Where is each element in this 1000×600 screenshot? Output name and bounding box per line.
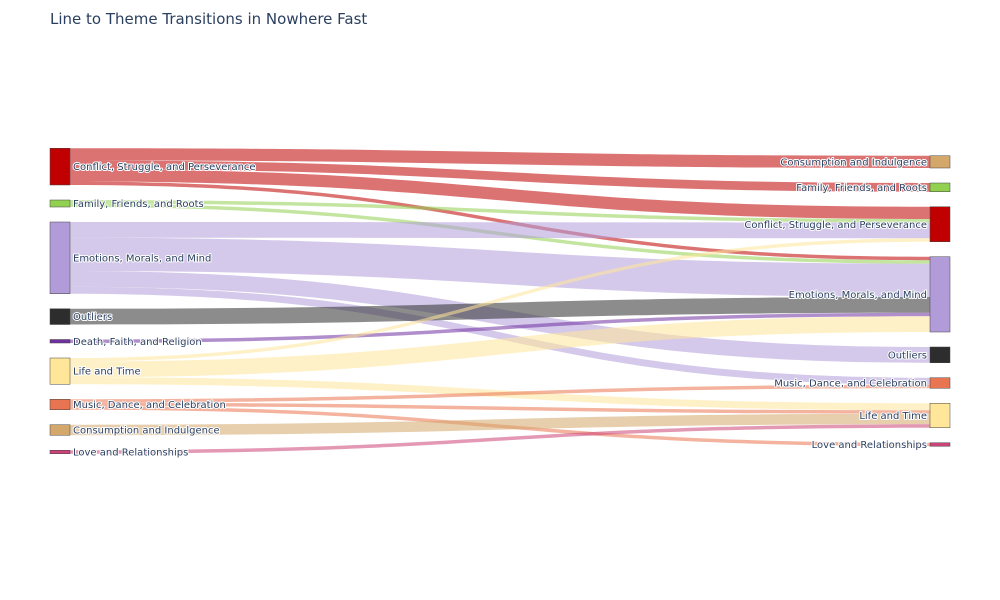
sankey-link[interactable] (70, 413, 930, 436)
source-node[interactable] (49, 357, 71, 385)
target-node-label: Conflict, Struggle, and Perseverance (744, 220, 927, 231)
target-node-label: Love and Relationships (812, 440, 927, 451)
sankey-link[interactable] (70, 200, 930, 223)
target-node[interactable] (929, 377, 951, 389)
source-node-label: Emotions, Morals, and Mind (73, 253, 211, 264)
source-node[interactable] (49, 148, 71, 186)
target-node-label: Consumption and Indulgence (780, 157, 927, 168)
sankey-link[interactable] (70, 384, 930, 403)
source-node-label: Conflict, Struggle, and Perseverance (73, 162, 256, 173)
source-node-label: Outliers (73, 312, 112, 323)
source-node[interactable] (49, 199, 71, 208)
source-node-label: Family, Friends, and Roots (73, 199, 204, 210)
target-node[interactable] (929, 206, 951, 242)
sankey-link[interactable] (70, 286, 930, 385)
sankey-nodes (49, 148, 951, 454)
chart-title: Line to Theme Transitions in Nowhere Fas… (50, 10, 368, 28)
sankey-link[interactable] (70, 148, 930, 168)
target-node[interactable] (929, 155, 951, 169)
sankey-link[interactable] (70, 237, 930, 297)
source-node-label: Death, Faith, and Religion (73, 337, 202, 348)
sankey-link[interactable] (70, 160, 930, 192)
target-node[interactable] (929, 442, 951, 447)
target-node[interactable] (929, 182, 951, 192)
target-node-label: Music, Dance, and Celebration (774, 379, 927, 390)
sankey-link[interactable] (70, 181, 930, 261)
sankey-labels: Conflict, Struggle, and Perseverance Fami… (72, 156, 928, 459)
source-node[interactable] (49, 399, 71, 410)
source-node[interactable] (49, 424, 71, 436)
target-node-label: Outliers (888, 350, 927, 361)
sankey-link[interactable] (70, 424, 930, 454)
source-node[interactable] (49, 450, 71, 454)
sankey-link[interactable] (70, 169, 930, 219)
source-node-label: Life and Time (73, 367, 141, 378)
source-node[interactable] (49, 339, 71, 344)
target-node-label: Life and Time (859, 411, 927, 422)
target-node-label: Emotions, Morals, and Mind (789, 290, 927, 301)
source-node-label: Music, Dance, and Celebration (73, 400, 226, 411)
sankey-link[interactable] (70, 222, 930, 239)
sankey-links (70, 148, 930, 454)
source-node-label: Love and Relationships (73, 448, 188, 459)
target-node-label: Family, Friends, and Roots (796, 183, 927, 194)
target-node[interactable] (929, 403, 951, 428)
sankey-link[interactable] (70, 402, 930, 414)
target-node[interactable] (929, 256, 951, 333)
source-node[interactable] (49, 221, 71, 294)
source-node-label: Consumption and Indulgence (73, 426, 220, 437)
source-node[interactable] (49, 308, 71, 325)
sankey-link[interactable] (70, 312, 930, 343)
sankey-link[interactable] (70, 238, 930, 362)
sankey-link[interactable] (70, 297, 930, 325)
sankey-link[interactable] (70, 316, 930, 378)
target-node[interactable] (929, 346, 951, 363)
